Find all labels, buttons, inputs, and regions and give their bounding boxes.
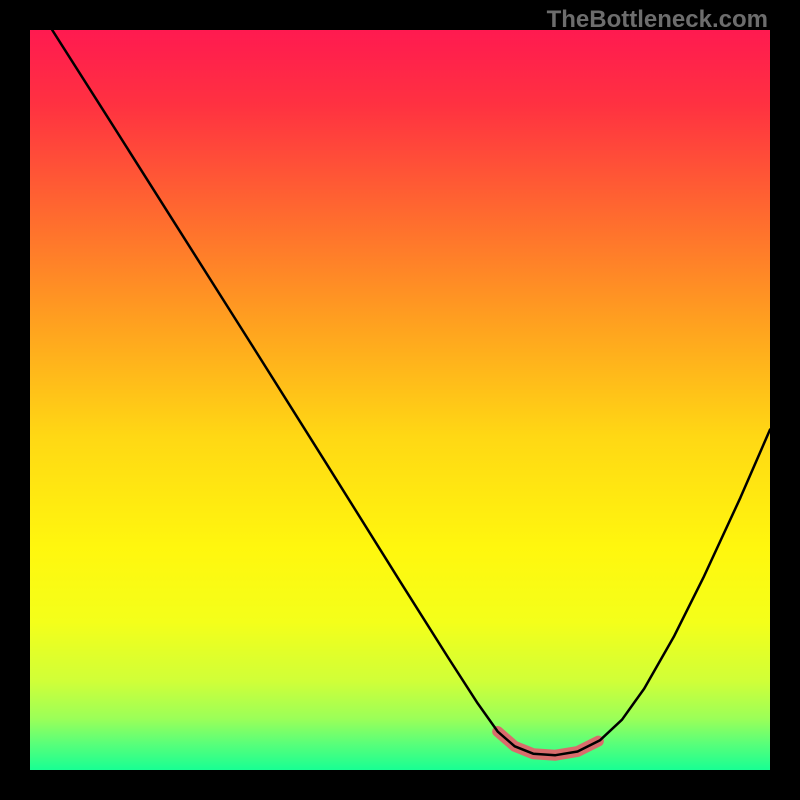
chart-svg: [30, 30, 770, 770]
watermark-text: TheBottleneck.com: [547, 6, 768, 34]
plot-area: [30, 30, 770, 770]
gradient-background: [30, 30, 770, 770]
chart-frame: TheBottleneck.com: [0, 0, 800, 800]
